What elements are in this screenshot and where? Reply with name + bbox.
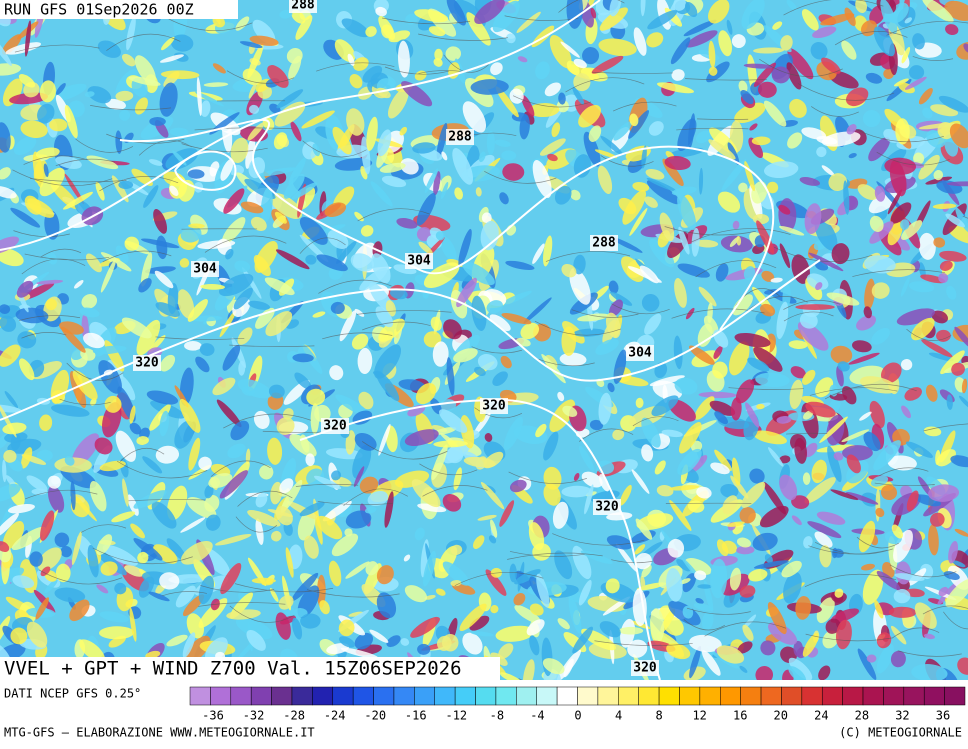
- colorbar-box: [374, 687, 394, 705]
- colorbar-box: [272, 687, 292, 705]
- contour-label: 320: [482, 399, 506, 414]
- colorbar-tick-label: -4: [530, 709, 544, 723]
- colorbar-box: [333, 687, 353, 705]
- colorbar-tick-label: 8: [655, 709, 662, 723]
- colorbar-box: [883, 687, 903, 705]
- field-patch: [561, 327, 576, 356]
- field-patch: [442, 634, 459, 652]
- colorbar-tick-label: 20: [774, 709, 788, 723]
- contour-label: 304: [407, 254, 431, 269]
- colorbar-box: [435, 687, 455, 705]
- colorbar-box: [618, 687, 638, 705]
- colorbar-box: [761, 687, 781, 705]
- colorbar-box: [496, 687, 516, 705]
- contour-label: 304: [193, 262, 217, 277]
- colorbar-box: [353, 687, 373, 705]
- colorbar-tick-label: 0: [574, 709, 581, 723]
- contour-label: 320: [633, 661, 657, 676]
- colorbar-box: [190, 687, 210, 705]
- colorbar-box: [700, 687, 720, 705]
- colorbar-tick-label: 36: [936, 709, 950, 723]
- field-patch: [56, 564, 71, 583]
- colorbar-box: [863, 687, 883, 705]
- colorbar-box: [924, 687, 944, 705]
- colorbar-tick-label: 28: [855, 709, 869, 723]
- colorbar-box: [598, 687, 618, 705]
- field-patch: [619, 627, 644, 635]
- colorbar-box: [476, 687, 496, 705]
- colorbar-box: [210, 687, 230, 705]
- colorbar-box: [394, 687, 414, 705]
- colorbar-tick-label: -8: [490, 709, 504, 723]
- colorbar-box: [904, 687, 924, 705]
- footer-right: (C) METEOGIORNALE: [839, 726, 962, 740]
- map-title: VVEL + GPT + WIND Z700 Val. 15Z06SEP2026: [4, 658, 462, 680]
- contour-label: 288: [448, 130, 472, 145]
- contour-label: 304: [628, 346, 652, 361]
- contour-label: 288: [291, 0, 315, 13]
- colorbar-box: [537, 687, 557, 705]
- colorbar-box: [639, 687, 659, 705]
- colorbar-box: [292, 687, 312, 705]
- colorbar-box: [781, 687, 801, 705]
- colorbar-tick-label: 4: [615, 709, 622, 723]
- field-patch: [795, 304, 834, 310]
- colorbar-tick-label: -28: [283, 709, 305, 723]
- map: 288 288 288 304 304 304 320 320 320 320 320: [0, 0, 968, 698]
- colorbar-box: [720, 687, 740, 705]
- colorbar-box: [251, 687, 271, 705]
- colorbar-box: [578, 687, 598, 705]
- colorbar-tick-label: -16: [405, 709, 427, 723]
- run-label: RUN GFS 01Sep2026 00Z: [4, 1, 194, 19]
- colorbar-box: [679, 687, 699, 705]
- colorbar-box: [843, 687, 863, 705]
- footer-left: MTG-GFS – ELABORAZIONE WWW.METEOGIORNALE…: [4, 726, 315, 740]
- colorbar-box: [822, 687, 842, 705]
- colorbar-tick-label: 12: [692, 709, 706, 723]
- source-label: DATI NCEP GFS 0.25°: [4, 687, 141, 701]
- colorbar-tick-label: -24: [324, 709, 346, 723]
- colorbar-tick-label: -36: [202, 709, 224, 723]
- colorbar-tick-label: 32: [895, 709, 909, 723]
- colorbar-tick-label: 24: [814, 709, 828, 723]
- colorbar-box: [945, 687, 965, 705]
- colorbar-box: [414, 687, 434, 705]
- colorbar-box: [802, 687, 822, 705]
- field-patch: [668, 539, 685, 558]
- contour-label: 320: [595, 500, 619, 515]
- field-patch: [29, 551, 43, 566]
- colorbar-box: [741, 687, 761, 705]
- colorbar-box: [312, 687, 332, 705]
- contour-label: 320: [135, 356, 159, 371]
- colorbar-tick-label: 16: [733, 709, 747, 723]
- colorbar-box: [659, 687, 679, 705]
- contour-label: 320: [323, 419, 347, 434]
- colorbar-box: [231, 687, 251, 705]
- colorbar-box: [516, 687, 536, 705]
- contour-label: 288: [592, 236, 616, 251]
- colorbar-tick-label: -20: [364, 709, 386, 723]
- colorbar-box: [455, 687, 475, 705]
- colorbar-box: [557, 687, 577, 705]
- colorbar-tick-label: -32: [243, 709, 265, 723]
- field-patch: [894, 589, 911, 603]
- colorbar-tick-label: -12: [445, 709, 467, 723]
